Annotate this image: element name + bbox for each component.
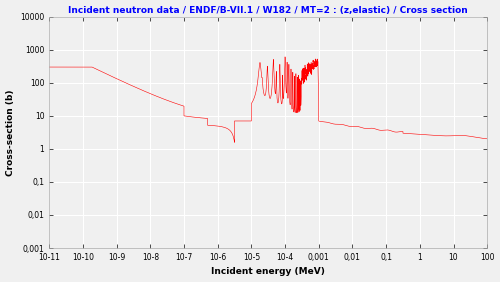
Y-axis label: Cross-section (b): Cross-section (b) (6, 89, 15, 176)
Title: Incident neutron data / ENDF/B-VII.1 / W182 / MT=2 : (z,elastic) / Cross section: Incident neutron data / ENDF/B-VII.1 / W… (68, 6, 468, 15)
X-axis label: Incident energy (MeV): Incident energy (MeV) (212, 267, 325, 276)
